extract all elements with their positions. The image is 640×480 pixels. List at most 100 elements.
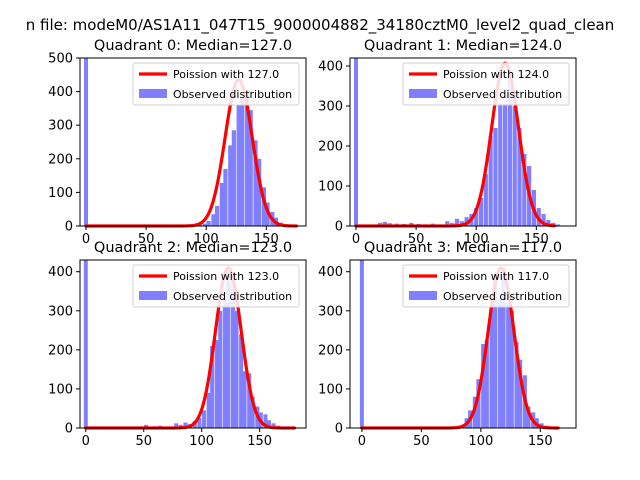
legend-label-poisson: Poission with 124.0 [443,68,549,81]
legend: Poission with 127.0 Observed distribution [132,62,300,106]
histogram-bar [271,423,276,428]
x-tick-label: 50 [135,434,152,449]
histogram-bar [481,344,486,428]
histogram-bar [244,93,250,226]
axes-frame [349,259,577,429]
x-tick-label: 100 [464,232,489,247]
histogram-bar [206,220,211,226]
legend-label-poisson: Poission with 117.0 [443,270,549,283]
histogram-bar [522,154,527,226]
histogram-bar [541,214,546,226]
y-tick-label: 200 [318,140,343,155]
histogram-bar [231,130,236,226]
x-tick-label: 0 [358,434,366,449]
histogram-bar [489,306,494,428]
subplot-title: Quadrant 1: Median=124.0 [364,38,562,54]
histogram-bar [493,279,498,428]
histogram-bar [219,182,224,226]
histogram-bar [240,98,245,226]
y-tick-label: 200 [48,152,73,167]
legend-box [402,62,570,106]
histogram-bar [257,158,262,226]
histogram-bar [507,76,512,226]
subplot-grid: Quadrant 0: Median=127.0 0 50 100 150 0 100 200… [48,38,577,449]
histogram-bar [382,222,387,226]
histogram-bar [222,299,227,428]
histogram-bar [261,187,267,226]
y-tick-label: 100 [48,382,73,397]
axes-frame [349,57,577,227]
legend-label-observed: Observed distribution [443,88,562,101]
subplot-title: Quadrant 2: Median=123.0 [94,240,292,256]
figure-suptitle: n file: modeM0/AS1A11_047T15_9000004882_… [26,16,615,35]
histogram-bar [214,205,220,226]
legend: Poission with 124.0 Observed distribution [402,62,570,106]
histogram-bar [206,392,211,428]
y-tick-label: 0 [335,220,343,235]
legend-swatch-observed [409,89,437,98]
histogram-bar-zero [359,260,364,428]
histogram-bar [454,218,460,226]
histogram-bar [263,414,268,428]
histogram-bar [218,310,223,428]
histogram-bar [210,345,215,428]
histogram-bar [253,140,258,226]
legend-swatch-observed [409,291,437,300]
histogram-bar [518,359,523,428]
histogram-bar [236,105,241,226]
histogram-bar [514,342,519,428]
histogram-bar [223,168,228,226]
x-tick-label: 50 [413,434,430,449]
y-tick-label: 200 [318,343,343,358]
histogram-bar [174,423,179,428]
histogram-bar [493,128,498,226]
histogram-bar [476,379,481,428]
y-tick-label: 0 [65,220,73,235]
subplot-quadrant-1: Quadrant 1: Median=124.0 0 50 100 150 0 100 200… [318,38,577,247]
legend-box [132,62,300,106]
histogram-bar [242,371,247,428]
histogram-bar-zero [83,260,88,428]
y-tick-label: 100 [318,382,343,397]
histogram-bar [526,406,531,428]
x-tick-label: 0 [352,232,360,247]
histogram-bar [483,174,488,226]
histogram-bar [201,410,207,428]
y-tick-label: 300 [318,304,343,319]
y-tick-label: 100 [318,180,343,195]
y-tick-label: 400 [48,265,73,280]
legend: Poission with 117.0 Observed distribution [402,264,570,308]
legend-label-observed: Observed distribution [443,290,562,303]
histogram-bar [478,198,484,226]
histogram-bar [517,128,522,226]
legend-label-observed: Observed distribution [173,290,292,303]
histogram-bar [183,422,188,428]
histogram-bar [488,136,493,226]
y-tick-label: 300 [48,119,73,134]
x-tick-label: 0 [82,232,90,247]
histogram-bar [197,417,202,428]
histogram-bar [228,145,233,226]
x-tick-label: 100 [468,434,493,449]
histogram-bar [230,275,236,428]
histogram-bar [506,302,511,428]
histogram-bar [247,373,252,428]
histogram-bar [509,310,514,428]
y-tick-label: 300 [318,100,343,115]
subplot-quadrant-2: Quadrant 2: Median=123.0 0 50 100 150 0 100 200… [48,240,307,449]
y-tick-label: 300 [48,304,73,319]
axes-frame [79,57,307,227]
histogram-bar [239,334,244,428]
legend-box [402,264,570,308]
subplot-title: Quadrant 0: Median=127.0 [94,38,292,54]
legend: Poission with 123.0 Observed distribution [132,264,300,308]
subplot-quadrant-3: Quadrant 3: Median=117.0 0 50 100 150 0 100 200… [318,240,577,449]
legend-label-poisson: Poission with 127.0 [173,68,279,81]
x-tick-label: 100 [194,232,219,247]
legend-box [132,264,300,308]
axes-frame [79,259,307,429]
histogram-bar [502,104,508,226]
histogram-bar [248,110,253,226]
histogram-bar [498,104,503,226]
